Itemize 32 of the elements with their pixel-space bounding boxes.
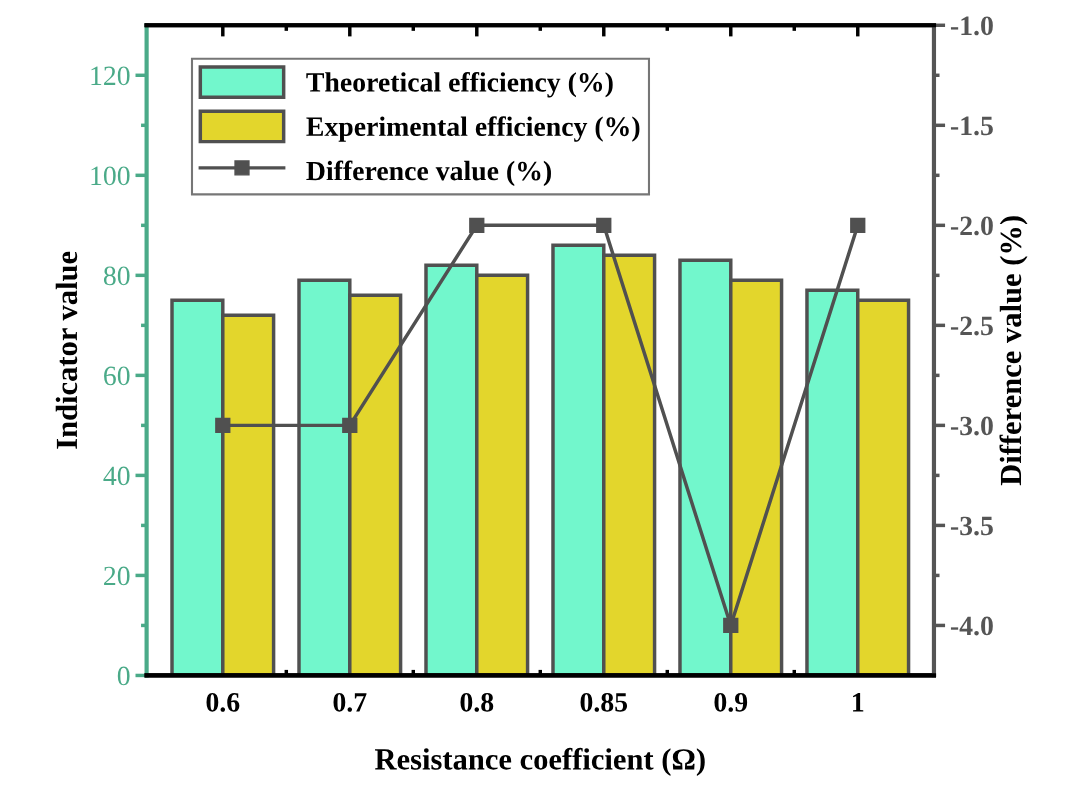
y-tick-label: 120 — [91, 66, 130, 86]
x-tick-label: 0.85 — [580, 692, 628, 712]
y2-tick-label: -1.0 — [950, 16, 993, 36]
x-tick-label: 1 — [853, 693, 864, 712]
y-tick-label: 0 — [117, 666, 130, 686]
y-tick-label: 20 — [104, 566, 130, 586]
point — [469, 217, 485, 233]
point — [723, 617, 739, 634]
y-axis-title: Indicator value — [55, 251, 78, 449]
y2-tick-label: -2.0 — [950, 216, 993, 236]
y-tick-label: 60 — [104, 366, 130, 386]
y-tick-label: 100 — [91, 166, 130, 186]
y2-axis-title: Difference value (%) — [999, 216, 1028, 486]
point — [596, 217, 612, 233]
y2-tick-label: -1.5 — [950, 116, 993, 136]
x-axis-title: Resistance coefficient (Ω) — [375, 747, 705, 776]
x-tick-label: 0.9 — [714, 692, 748, 712]
x-tick-label: 0.6 — [206, 692, 240, 712]
y-tick-label: 80 — [103, 266, 130, 286]
x-tick-label: 0.8 — [460, 692, 494, 712]
y-tick-label: 40 — [103, 466, 130, 486]
legend-label: Experimental efficiency (%) — [306, 116, 640, 142]
x-tick-label: 0.7 — [333, 692, 367, 712]
point — [215, 417, 231, 434]
point — [342, 417, 358, 434]
y2-tick-label: -3.5 — [950, 516, 993, 536]
y2-tick-label: -3.0 — [950, 416, 993, 436]
legend-label: Difference value (%) — [306, 160, 551, 187]
legend-label: Theoretical efficiency (%) — [306, 71, 613, 98]
y2-tick-label: -2.5 — [950, 316, 993, 336]
point — [850, 217, 866, 233]
y2-tick-label: -4.0 — [950, 616, 993, 636]
